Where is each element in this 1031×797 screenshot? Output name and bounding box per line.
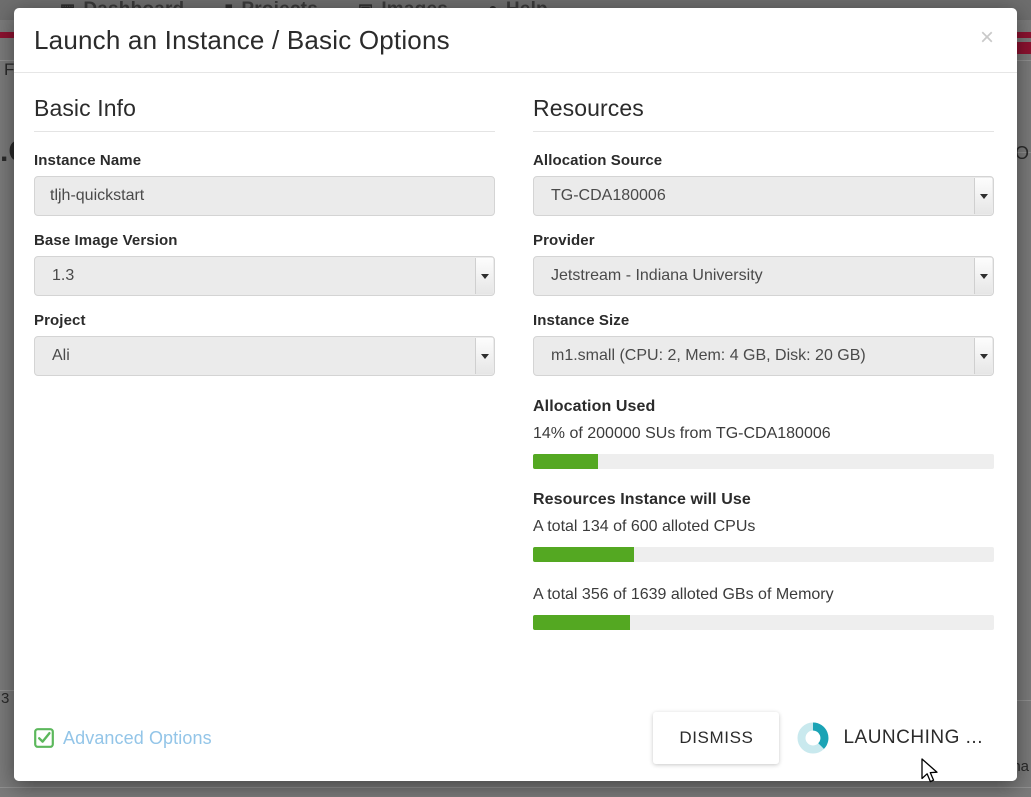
project-value: Ali xyxy=(52,347,70,364)
advanced-options-toggle[interactable]: Advanced Options xyxy=(34,728,212,749)
launching-label: LAUNCHING ... xyxy=(843,727,983,748)
chevron-down-icon xyxy=(974,338,992,374)
allocation-used-description: 14% of 200000 SUs from TG-CDA180006 xyxy=(533,425,831,442)
cpu-usage-progress-fill xyxy=(533,547,635,562)
field-instance-name: Instance Name xyxy=(34,152,495,216)
dismiss-button[interactable]: DISMISS xyxy=(653,712,780,764)
field-provider: Provider Jetstream - Indiana University xyxy=(533,232,994,296)
background-fragment-left-bottom: 3 xyxy=(1,690,10,707)
instance-size-label: Instance Size xyxy=(533,312,630,329)
field-allocation-source: Allocation Source TG-CDA180006 xyxy=(533,152,994,216)
field-base-image-version: Base Image Version 1.3 xyxy=(34,232,495,296)
background-rule-1 xyxy=(0,60,14,61)
memory-usage-progress xyxy=(533,615,994,630)
check-square-icon xyxy=(34,728,54,748)
field-project: Project Ali xyxy=(34,312,495,376)
field-instance-size: Instance Size m1.small (CPU: 2, Mem: 4 G… xyxy=(533,312,994,376)
project-label: Project xyxy=(34,312,86,329)
basic-info-heading: Basic Info xyxy=(34,95,495,132)
resources-heading: Resources xyxy=(533,95,994,132)
launch-instance-modal: Launch an Instance / Basic Options × Bas… xyxy=(14,8,1017,781)
basic-info-column: Basic Info Instance Name Base Image Vers… xyxy=(34,95,495,695)
allocation-used-heading: Allocation Used xyxy=(533,398,656,415)
instance-size-value: m1.small (CPU: 2, Mem: 4 GB, Disk: 20 GB… xyxy=(551,347,866,364)
background-rule-6 xyxy=(0,787,1031,788)
cpu-usage-description: A total 134 of 600 alloted CPUs xyxy=(533,518,756,535)
modal-body: Basic Info Instance Name Base Image Vers… xyxy=(14,73,1017,695)
background-fragment-left-top: F xyxy=(4,60,15,79)
instance-name-label: Instance Name xyxy=(34,152,142,169)
provider-label: Provider xyxy=(533,232,595,249)
launching-button[interactable]: LAUNCHING ... xyxy=(797,722,997,754)
cpu-usage-progress xyxy=(533,547,994,562)
advanced-options-label: Advanced Options xyxy=(63,727,212,748)
resources-column: Resources Allocation Source TG-CDA180006… xyxy=(533,95,994,695)
close-icon[interactable]: × xyxy=(973,24,1001,52)
allocation-used-block: Allocation Used 14% of 200000 SUs from T… xyxy=(533,398,994,469)
modal-footer: Advanced Options DISMISS LAUNCHING ... xyxy=(14,695,1017,781)
project-select[interactable]: Ali xyxy=(34,336,495,376)
footer-actions: DISMISS LAUNCHING ... xyxy=(653,712,997,764)
memory-usage-progress-fill xyxy=(533,615,630,630)
allocation-source-value: TG-CDA180006 xyxy=(551,187,666,204)
allocation-used-progress xyxy=(533,454,994,469)
instance-will-use-block: Resources Instance will Use A total 134 … xyxy=(533,491,994,630)
base-image-version-select[interactable]: 1.3 xyxy=(34,256,495,296)
loading-spinner-icon xyxy=(797,722,829,754)
provider-value: Jetstream - Indiana University xyxy=(551,267,763,284)
instance-name-input[interactable] xyxy=(34,176,495,216)
chevron-down-icon xyxy=(475,258,493,294)
memory-usage-description: A total 356 of 1639 alloted GBs of Memor… xyxy=(533,586,834,603)
background-rule-4 xyxy=(0,690,14,691)
base-image-version-label: Base Image Version xyxy=(34,232,178,249)
chevron-down-icon xyxy=(974,258,992,294)
provider-select[interactable]: Jetstream - Indiana University xyxy=(533,256,994,296)
page-title: Launch an Instance / Basic Options xyxy=(34,24,450,55)
allocation-used-progress-fill xyxy=(533,454,598,469)
allocation-source-label: Allocation Source xyxy=(533,152,663,169)
chevron-down-icon xyxy=(974,178,992,214)
chevron-down-icon xyxy=(475,338,493,374)
modal-header: Launch an Instance / Basic Options × xyxy=(14,8,1017,73)
allocation-source-select[interactable]: TG-CDA180006 xyxy=(533,176,994,216)
instance-will-use-heading: Resources Instance will Use xyxy=(533,491,751,508)
base-image-version-value: 1.3 xyxy=(52,267,75,284)
instance-size-select[interactable]: m1.small (CPU: 2, Mem: 4 GB, Disk: 20 GB… xyxy=(533,336,994,376)
